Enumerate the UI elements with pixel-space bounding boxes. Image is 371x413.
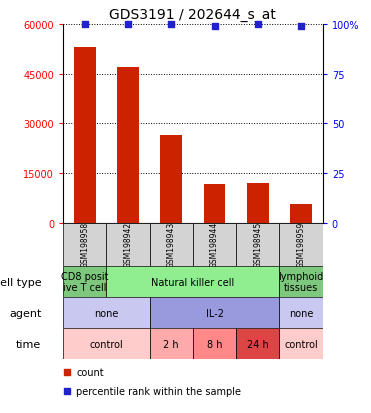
Point [64,369,70,376]
Bar [247,183,269,223]
Bar [193,328,236,359]
Text: count: count [76,368,104,377]
Bar [63,223,106,266]
Title: GDS3191 / 202644_s_at: GDS3191 / 202644_s_at [109,8,276,22]
Text: control: control [284,339,318,349]
Text: GSM198943: GSM198943 [167,222,176,268]
Bar [204,185,226,223]
Text: 8 h: 8 h [207,339,222,349]
Bar [290,205,312,223]
Bar [74,48,96,223]
Bar [106,223,150,266]
Text: cell type: cell type [0,277,42,287]
Bar [279,223,323,266]
Bar [193,223,236,266]
Text: lymphoid
tissues: lymphoid tissues [279,271,324,293]
Text: CD8 posit
ive T cell: CD8 posit ive T cell [61,271,108,293]
Point [168,21,174,28]
Text: 2 h: 2 h [164,339,179,349]
Text: 24 h: 24 h [247,339,269,349]
Bar [279,297,323,328]
Text: GSM198945: GSM198945 [253,222,262,268]
Text: GSM198959: GSM198959 [297,222,306,268]
Point [298,24,304,30]
Text: agent: agent [9,308,42,318]
Text: none: none [289,308,313,318]
Bar [161,135,182,223]
Text: GSM198944: GSM198944 [210,222,219,268]
Bar [236,223,279,266]
Point [125,21,131,28]
Bar [150,328,193,359]
Text: time: time [16,339,42,349]
Bar [279,328,323,359]
Bar [106,266,279,297]
Point [255,21,261,28]
Point [211,24,217,30]
Point [64,387,70,394]
Bar [279,266,323,297]
Bar [150,297,279,328]
Bar [63,297,150,328]
Text: Natural killer cell: Natural killer cell [151,277,234,287]
Bar [117,68,139,223]
Bar [236,328,279,359]
Point [82,21,88,28]
Bar [63,266,106,297]
Bar [150,223,193,266]
Text: control: control [89,339,123,349]
Bar [63,328,150,359]
Text: none: none [94,308,119,318]
Text: percentile rank within the sample: percentile rank within the sample [76,386,241,396]
Text: GSM198958: GSM198958 [80,222,89,268]
Text: GSM198942: GSM198942 [124,222,132,268]
Text: IL-2: IL-2 [206,308,224,318]
